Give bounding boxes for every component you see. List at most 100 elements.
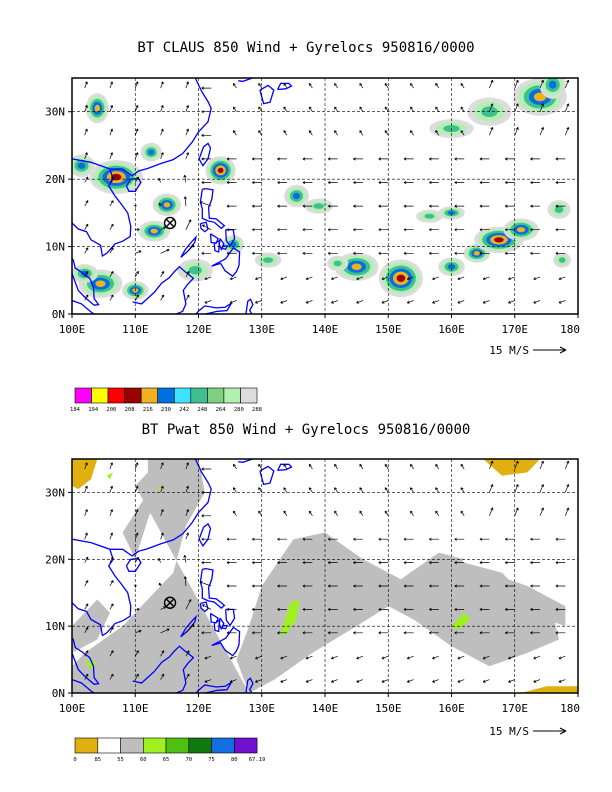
wind-vector <box>555 631 566 635</box>
lon-label: 120E <box>185 702 212 715</box>
wind-vector <box>109 294 114 301</box>
wind-vector <box>504 228 515 232</box>
wind-vector <box>84 556 89 563</box>
wind-vector <box>533 679 541 683</box>
wind-vector <box>508 300 515 304</box>
wind-vector <box>327 180 338 185</box>
wind-vector <box>84 532 88 540</box>
coastline <box>277 82 293 91</box>
wind-vector <box>435 510 440 516</box>
wind-vector <box>160 628 170 634</box>
wind-vector <box>359 487 364 493</box>
cloud-cell <box>494 237 504 243</box>
colorbar-swatch <box>174 387 192 404</box>
colorbar-label: 67.19 <box>249 757 266 763</box>
wind-vector <box>457 655 465 660</box>
wind-vector <box>201 251 212 255</box>
wind-vector <box>454 157 465 161</box>
wind-vector <box>258 106 263 112</box>
colorbar-label: 75 <box>208 757 215 763</box>
wind-vector <box>429 631 439 635</box>
wind-vector <box>403 584 414 588</box>
wind-vector <box>454 584 465 588</box>
wind-vector <box>334 82 338 89</box>
wind-vector <box>489 507 494 516</box>
wind-vector <box>258 510 263 516</box>
wind-vector <box>454 251 465 255</box>
wind-vector <box>305 679 313 683</box>
wind-vector <box>429 204 439 208</box>
wind-vector <box>84 128 88 136</box>
wind-vector <box>479 607 490 612</box>
wind-vector <box>406 276 414 281</box>
wind-vector <box>185 462 189 470</box>
colorbar-swatch <box>234 737 258 754</box>
wind-vector <box>429 537 439 541</box>
colorbar-swatch <box>124 387 142 404</box>
wind-vector <box>232 130 237 136</box>
wind-vector <box>232 510 237 516</box>
wind-vector <box>277 228 287 232</box>
colorbar-swatch <box>188 737 212 754</box>
wind-vector <box>435 463 440 470</box>
wind-vector <box>201 157 212 161</box>
wind-vector <box>280 655 288 660</box>
wind-vector <box>277 157 287 161</box>
wind-vector <box>460 82 465 89</box>
wind-vector <box>277 180 287 185</box>
wind-vector <box>252 251 262 255</box>
wind-vector <box>84 152 88 160</box>
wind-vector <box>504 561 515 565</box>
wind-vector <box>133 584 137 588</box>
wind-vector <box>109 200 114 207</box>
wind-vector <box>356 276 364 281</box>
wind-vector <box>158 202 162 207</box>
wind-vector <box>564 484 570 493</box>
coastline <box>225 608 236 627</box>
wind-vector <box>109 485 114 493</box>
wind-vector <box>327 204 338 208</box>
coastline <box>211 247 241 278</box>
wind-vector <box>135 250 142 254</box>
lon-label: 100E <box>59 323 86 336</box>
wind-vector <box>564 507 570 516</box>
wind-vector <box>185 599 192 610</box>
wind-vector <box>109 247 114 254</box>
wind-vector <box>403 251 414 255</box>
cloud-cell <box>217 167 224 174</box>
wind-vector <box>183 576 187 587</box>
wind-vector <box>331 300 338 304</box>
wind-vector <box>201 514 212 518</box>
wind-vector <box>226 631 237 635</box>
wind-vector <box>134 176 139 183</box>
colorbar-label: 242 <box>179 407 189 413</box>
wind-vector <box>135 629 142 634</box>
wind-vector <box>160 509 164 516</box>
wind-vector <box>489 484 494 493</box>
wind-vector <box>454 561 465 565</box>
wind-vector <box>252 204 262 208</box>
wind-vector <box>185 244 195 254</box>
wind-vector <box>555 251 566 255</box>
wind-vector <box>410 487 414 493</box>
cloud-cell <box>396 274 406 282</box>
lon-label: 140E <box>312 702 339 715</box>
pwat-region-60-65 <box>106 472 114 480</box>
pwat-region-60-65 <box>280 599 300 637</box>
lat-label: 20N <box>45 173 65 186</box>
wind-vector <box>564 79 570 89</box>
pwat-region-60-65 <box>451 612 471 630</box>
wind-vector <box>530 251 540 255</box>
wind-vector <box>533 300 541 304</box>
wind-vector <box>185 624 195 634</box>
wind-vector <box>530 584 540 588</box>
wind-vector <box>406 655 414 660</box>
wind-vector <box>359 463 364 470</box>
wind-vector <box>558 276 566 281</box>
coastline <box>72 299 95 314</box>
panel1-title: BT CLAUS 850 Wind + Gyrelocs 950816/0000 <box>137 40 475 56</box>
wind-vector <box>555 180 566 185</box>
wind-vector <box>160 226 166 231</box>
wind-vector <box>530 204 540 208</box>
wind-vector <box>308 82 313 89</box>
